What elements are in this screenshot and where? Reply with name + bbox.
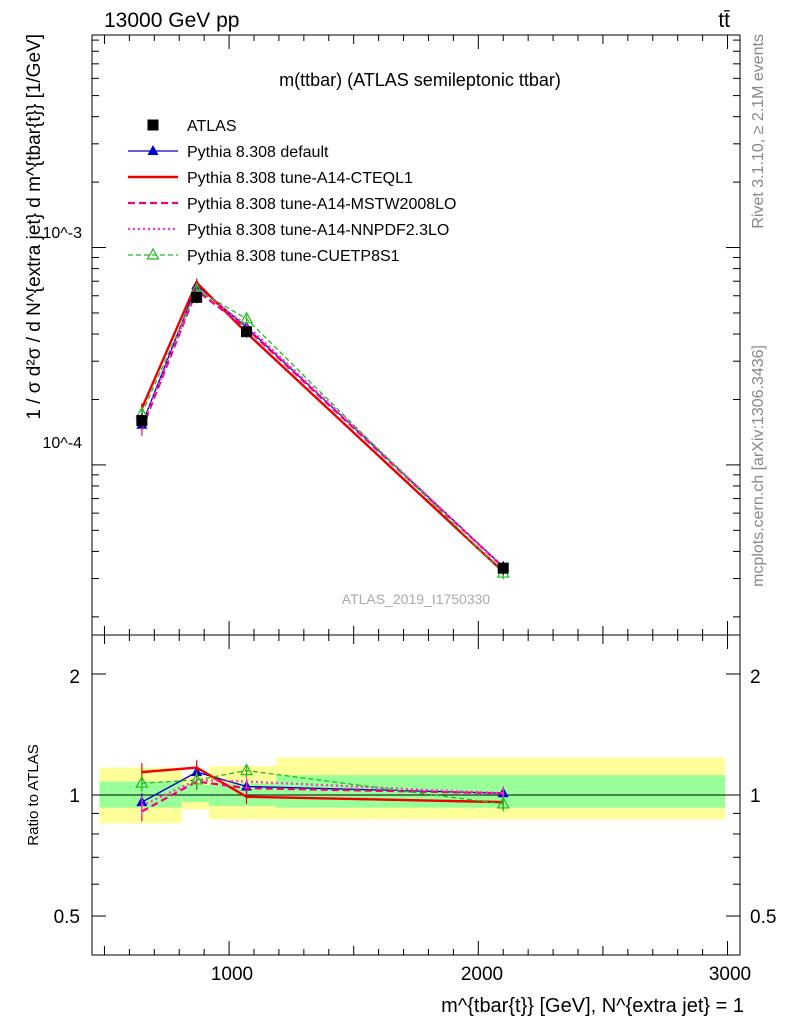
ratio-series-layer	[135, 760, 510, 822]
url-label: mcplots.cern.ch [arXiv:1306.3436]	[750, 345, 767, 587]
analysis-id: ATLAS_2019_I1750330	[342, 591, 491, 607]
ratio-series-line	[141, 778, 504, 807]
data-point	[497, 562, 509, 574]
main-series-line	[141, 284, 504, 568]
ratio-series-line	[141, 771, 504, 803]
main-series-line	[140, 287, 504, 569]
main-title: m(ttbar) (ATLAS semileptonic ttbar)	[279, 70, 561, 90]
data-point	[136, 415, 148, 427]
main-series-line	[141, 288, 504, 574]
ratio-band-inner	[181, 784, 210, 803]
ratio-tick-label-1-right: 1	[750, 786, 761, 807]
ratio-series-point	[496, 796, 510, 809]
data-point	[191, 291, 203, 303]
main-ylabel: 1 / σ d²σ / d N^{extra jet} d m^{tbar{t}…	[24, 34, 45, 420]
legend: ATLAS Pythia 8.308 default Pythia 8.308 tu…	[128, 118, 456, 265]
ratio-tick-label-2: 2	[69, 667, 80, 688]
main-series-line	[140, 280, 505, 573]
xtick-label-3000: 3000	[709, 964, 751, 985]
xlabel: m^{tbar{t}} [GeV], N^{extra jet} = 1	[441, 995, 744, 1017]
energy-label: 13000 GeV pp	[104, 9, 239, 32]
process-label: tt̄	[718, 9, 730, 32]
ratio-tick-label-0-5-right: 0.5	[750, 907, 776, 928]
main-axis-ticks	[92, 35, 740, 635]
ratio-tick-label-0-5: 0.5	[54, 907, 80, 928]
ratio-series-point	[190, 772, 204, 785]
legend-label: Pythia 8.308 tune-CUETP8S1	[187, 248, 400, 265]
data-point	[241, 326, 253, 338]
ratio-axis-ticks	[92, 635, 740, 956]
main-panel: m(ttbar) (ATLAS semileptonic ttbar) ATLA…	[24, 34, 741, 636]
ratio-series-line	[141, 766, 504, 804]
legend-label: Pythia 8.308 tune-A14-CTEQL1	[187, 170, 413, 187]
main-series-layer	[135, 278, 510, 580]
legend-marker	[146, 247, 160, 260]
ratio-series-point	[240, 763, 254, 776]
legend-label: ATLAS	[187, 118, 237, 135]
ratio-series-line	[141, 769, 504, 805]
ratio-panel: 2 1 0.5 2 1 0.5 Ratio to ATLAS 1000 2000…	[25, 634, 776, 1017]
ytick-label-1e-4: 10^-4	[42, 435, 82, 452]
xtick-label-1000: 1000	[211, 964, 253, 985]
ratio-series-point	[135, 775, 149, 788]
main-series-line	[140, 288, 504, 569]
legend-marker	[147, 145, 159, 155]
xtick-label-2000: 2000	[461, 964, 503, 985]
ratio-tick-label-1: 1	[69, 786, 80, 807]
legend-label: Pythia 8.308 tune-A14-MSTW2008LO	[187, 196, 456, 213]
ytick-label-1e-3: 10^-3	[42, 225, 82, 242]
legend-label: Pythia 8.308 tune-A14-NNPDF2.3LO	[187, 222, 449, 239]
legend-marker	[147, 119, 159, 131]
legend-label: Pythia 8.308 default	[187, 144, 329, 161]
ratio-tick-label-2-right: 2	[750, 667, 761, 688]
main-series-point	[240, 311, 254, 324]
rivet-label: Rivet 3.1.10, ≥ 2.1M events	[750, 34, 767, 229]
ratio-ylabel: Ratio to ATLAS	[25, 744, 42, 845]
